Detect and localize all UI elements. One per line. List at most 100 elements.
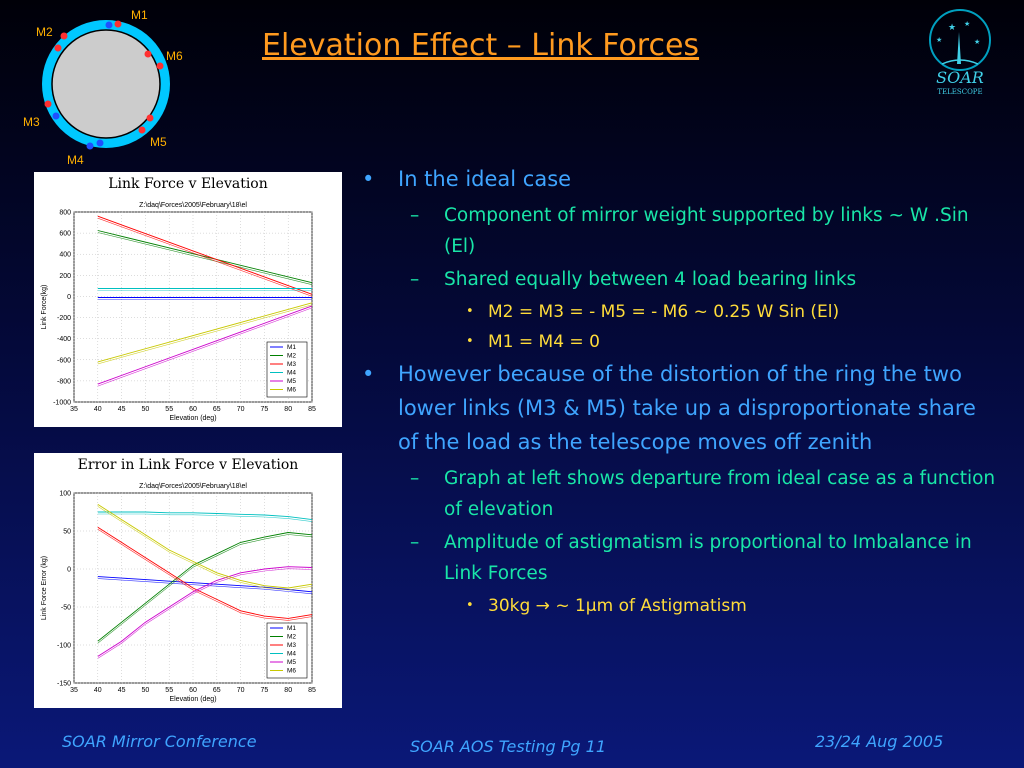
series-line-m6 [97,504,313,589]
x-tick-label: 55 [165,406,173,413]
ring-label-m6: M6 [166,49,183,63]
bullet-level2: – Graph at left shows departure from idea… [362,463,1002,525]
series-line-m6-return [97,506,313,591]
y-tick-label: 0 [67,567,71,574]
series-line-m3-return [97,217,313,297]
bullet-marker: • [362,362,375,386]
link-force-plot: Z:\daq\Forces\2005\February\18\el 35 40 45 5… [41,202,316,422]
x-tick-label: 65 [213,406,221,413]
link-force-chart: Link Force v Elevation Z:\daq\Forces\200… [34,172,342,427]
bullet-level3: • 30kg → ~ 1µm of Astigmatism [362,591,1002,621]
x-tick-label: 70 [237,687,245,694]
legend-box [266,622,308,679]
x-tick-label: 75 [261,687,269,694]
ring-label-m5: M5 [150,135,167,149]
x-tick-label: 40 [94,406,102,413]
svg-text:★: ★ [936,36,942,44]
bullet-level3: • M1 = M4 = 0 [362,327,1002,357]
legend-label: M6 [287,668,296,675]
x-tick-label: 85 [308,687,316,694]
bullet-marker: – [410,468,420,489]
y-tick-label: 400 [59,252,71,259]
legend-label: M4 [287,651,296,658]
link-force-error-plot: Z:\daq\Forces\2005\February\18\el 35 40 45 5… [41,483,316,703]
chart-title: Z:\daq\Forces\2005\February\18\el [139,202,247,209]
series-line-m3 [97,215,313,295]
series-line-m5-return [97,568,313,659]
y-tick-label: -800 [57,378,71,385]
soar-telescope-logo: ★ ★ ★ ★ SOAR TELESCOPE [929,9,991,96]
mirror-ring-diagram: M1 M2 M6 M3 M5 M4 [23,8,183,167]
x-tick-label: 65 [213,687,221,694]
bullet-text: Shared equally between 4 load bearing li… [444,269,857,290]
x-tick-label: 85 [308,406,316,413]
legend-box [266,341,308,398]
x-tick-label: 45 [118,687,126,694]
bullet-text: Graph at left shows departure from ideal… [444,468,996,520]
series-line-m3-return [97,528,313,621]
series-line-m1-return [97,578,313,595]
series-line-m2-return [97,534,313,644]
footer-page: SOAR AOS Testing Pg 11 [410,737,607,756]
logo-subtext: TELESCOPE [937,88,982,96]
bullet-level1: • In the ideal case [362,162,1002,196]
bullet-marker: – [410,532,420,553]
series-line-m5-return [97,307,313,387]
slide-title: Elevation Effect – Link Forces [262,28,700,63]
x-axis-label: Elevation (deg) [169,696,216,703]
bullet-level2: – Shared equally between 4 load bearing l… [362,264,1002,295]
y-axis-label: Link Force Error (kg) [41,556,48,620]
y-tick-label: -50 [61,605,71,612]
series-line-m1 [97,576,313,593]
series-line-m2 [97,532,313,642]
x-tick-label: 75 [261,406,269,413]
ring-label-m4: M4 [67,153,84,167]
y-tick-label: -200 [57,315,71,322]
logo-text: SOAR [936,68,984,87]
series-line-m5 [97,305,313,385]
y-tick-label: -100 [57,643,71,650]
series-line-m3 [97,526,313,619]
bullet-marker: • [362,167,375,191]
link-force-error-chart: Error in Link Force v Elevation Z:\daq\F… [34,453,342,708]
y-tick-label: 600 [59,231,71,238]
legend-label: M5 [287,378,296,385]
legend-label: M4 [287,370,296,377]
y-tick-label: 800 [59,210,71,217]
chart-title: Z:\daq\Forces\2005\February\18\el [139,483,247,490]
y-tick-label: -1000 [53,400,71,407]
bullet-text: Amplitude of astigmatism is proportional… [444,532,972,584]
footer-conference: SOAR Mirror Conference [62,732,257,751]
svg-text:★: ★ [964,20,970,28]
x-tick-label: 60 [189,687,197,694]
x-tick-label: 50 [142,406,150,413]
ring-label-m3: M3 [23,115,40,129]
y-tick-label: -600 [57,357,71,364]
chart-caption: Error in Link Force v Elevation [34,457,342,473]
legend-label: M5 [287,659,296,666]
bullet-marker: – [410,269,420,290]
bullet-marker: • [466,304,474,319]
x-tick-label: 35 [70,687,78,694]
x-tick-label: 40 [94,687,102,694]
x-tick-label: 80 [284,406,292,413]
footer-date: 23/24 Aug 2005 [815,732,944,751]
legend-label: M3 [287,642,296,649]
bullet-text: M2 = M3 = - M5 = - M6 ~ 0.25 W Sin (El) [488,302,840,322]
legend-label: M6 [287,387,296,394]
series-line-m4 [97,511,313,521]
link-markers [44,20,164,150]
bullet-level1: • However because of the distortion of th… [362,357,1002,459]
bullet-level2: – Amplitude of astigmatism is proportiona… [362,527,1002,589]
y-axis-label: Link Force(kg) [41,285,48,330]
series-line-m2-return [97,232,313,285]
legend-label: M1 [287,625,296,632]
bullet-text: M1 = M4 = 0 [488,332,600,352]
x-tick-label: 35 [70,406,78,413]
svg-text:★: ★ [974,38,980,46]
y-tick-label: -150 [57,681,71,688]
y-tick-label: 50 [63,529,71,536]
svg-text:★: ★ [948,23,956,33]
bullet-level3: • M2 = M3 = - M5 = - M6 ~ 0.25 W Sin (El) [362,297,1002,327]
x-tick-label: 70 [237,406,245,413]
